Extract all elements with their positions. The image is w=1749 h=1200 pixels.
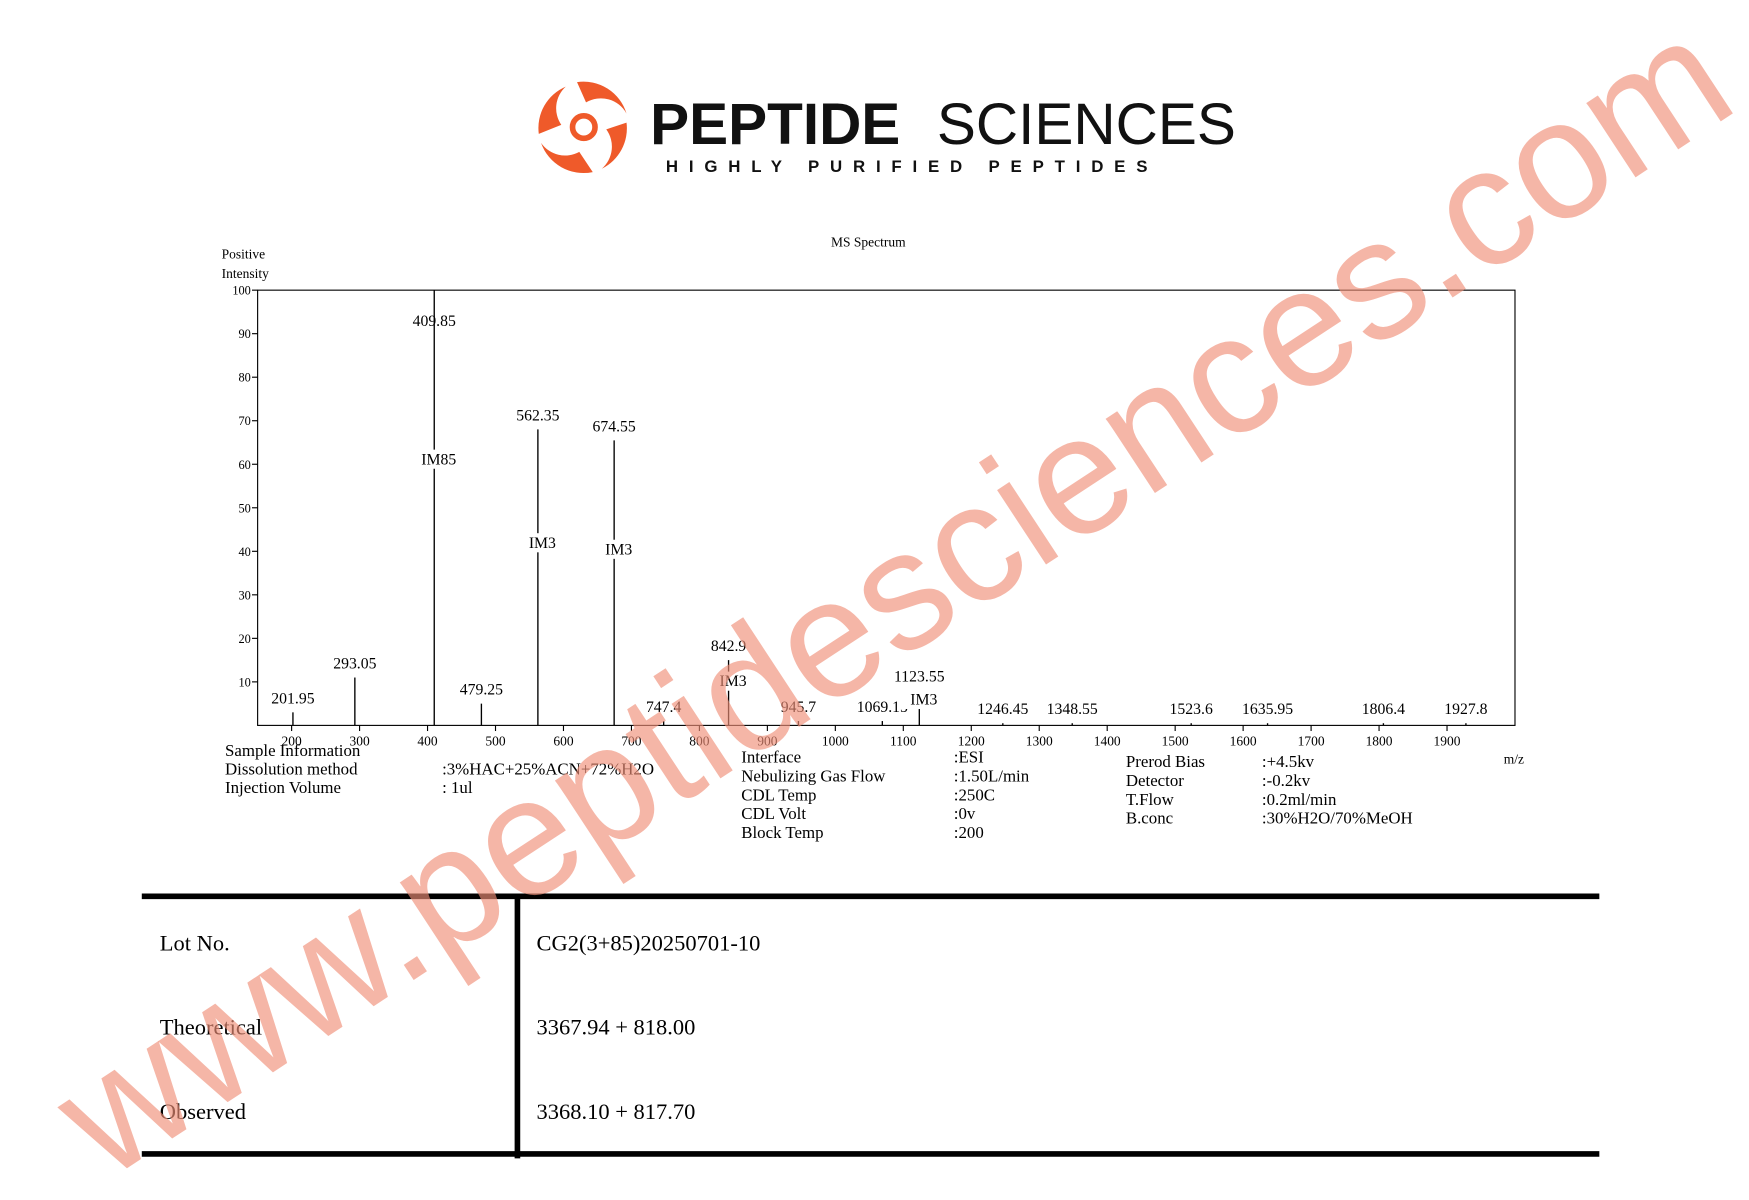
x-tick-label: 1000 xyxy=(822,734,849,749)
chart: MS Spectrum Positive Intensity m/z 10 20 30 40 5… xyxy=(222,234,1524,766)
table-value: 3367.94 + 818.00 xyxy=(537,1015,696,1040)
y-axis-label: Positive xyxy=(222,247,265,262)
info-key: Detector xyxy=(1126,771,1184,790)
peak-label: 842.9 xyxy=(711,638,747,655)
peak-label: 293.05 xyxy=(333,656,376,673)
ion-label: IM3 xyxy=(529,535,556,552)
info-value: :ESI xyxy=(954,748,984,767)
ion-label: IM3 xyxy=(720,673,747,690)
chart-title: MS Spectrum xyxy=(831,234,906,249)
x-tick-label: 600 xyxy=(553,734,573,749)
y-tick-label: 90 xyxy=(239,327,251,341)
info-value: :1.50L/min xyxy=(954,766,1030,785)
x-tick-label: 1800 xyxy=(1366,734,1393,749)
tagline: HIGHLY PURIFIED PEPTIDES xyxy=(666,157,1158,176)
table-value: 3368.10 + 817.70 xyxy=(537,1099,696,1124)
info-key: Interface xyxy=(741,748,801,767)
info-key: CDL Volt xyxy=(741,804,806,823)
x-tick-label: 1500 xyxy=(1162,734,1189,749)
info-value: : 1ul xyxy=(442,778,473,797)
peak-label: 1523.6 xyxy=(1170,701,1213,718)
x-tick-label: 1200 xyxy=(958,734,985,749)
peak-label: 479.25 xyxy=(460,682,503,699)
table-label: Observed xyxy=(160,1099,246,1124)
table-label: Theoretical xyxy=(160,1015,262,1040)
x-tick-label: 200 xyxy=(281,734,301,749)
results-table: Lot No. CG2(3+85)20250701-10 Theoretical 33… xyxy=(141,893,1600,1159)
peak-label: 1246.45 xyxy=(977,701,1028,718)
table-value: CG2(3+85)20250701-10 xyxy=(537,930,761,955)
watermark: www.peptidesciences.com xyxy=(22,0,1749,1200)
logo-swirl xyxy=(538,81,627,174)
info-key: CDL Temp xyxy=(741,785,816,804)
y-tick-label: 100 xyxy=(232,284,251,298)
y-tick-label: 50 xyxy=(239,501,251,515)
x-tick-label: 1100 xyxy=(890,734,917,749)
x-tick-label: 1300 xyxy=(1026,734,1053,749)
info-key: Nebulizing Gas Flow xyxy=(741,766,886,785)
ion-label: IM3 xyxy=(605,541,632,558)
peak-label: 562.35 xyxy=(516,407,559,424)
peak-label: 945.7 xyxy=(781,699,817,716)
peak-label: 1069.15 xyxy=(857,699,908,716)
ion-label: IM3 xyxy=(910,692,937,709)
brand-bold: PEPTIDE xyxy=(650,92,900,157)
info-value: :30%H2O/70%MeOH xyxy=(1262,809,1413,828)
x-tick-label: 1600 xyxy=(1230,734,1257,749)
y-axis-label: Intensity xyxy=(222,266,269,281)
info-key: Sample Information xyxy=(225,741,361,760)
x-axis-label: m/z xyxy=(1504,752,1524,767)
ion-label: IM85 xyxy=(421,451,456,468)
ion-label-bg xyxy=(709,671,748,691)
peak-label: 674.55 xyxy=(593,418,636,435)
table-label: Lot No. xyxy=(160,930,230,955)
y-tick-label: 10 xyxy=(239,675,251,689)
info-key: Injection Volume xyxy=(225,778,341,797)
info-value: :250C xyxy=(954,785,995,804)
ion-label-bg xyxy=(518,533,558,553)
x-tick-label: 500 xyxy=(485,734,505,749)
peak-label: 1927.8 xyxy=(1444,701,1487,718)
info-value: :-0.2kv xyxy=(1262,771,1311,790)
info-value: :3%HAC+25%ACN+72%H2O xyxy=(442,759,654,778)
logo: PEPTIDE SCIENCES HIGHLY PURIFIED PEPTIDE… xyxy=(538,81,1236,176)
x-tick-label: 900 xyxy=(757,734,777,749)
ion-label-bg xyxy=(595,539,634,559)
x-tick-label: 800 xyxy=(689,734,709,749)
peak-label: 1348.55 xyxy=(1047,701,1098,718)
info-value: :0v xyxy=(954,804,976,823)
x-tick-label: 700 xyxy=(621,734,641,749)
y-tick-label: 20 xyxy=(239,632,251,646)
info-value: :0.2ml/min xyxy=(1262,790,1337,809)
x-tick-label: 1700 xyxy=(1298,734,1325,749)
y-tick-label: 40 xyxy=(239,545,251,559)
y-tick-label: 70 xyxy=(239,414,251,428)
info-key: Prerod Bias xyxy=(1126,752,1205,771)
x-tick-label: 400 xyxy=(417,734,437,749)
y-tick-label: 60 xyxy=(239,458,251,472)
x-tick-label: 1400 xyxy=(1094,734,1121,749)
info-key: T.Flow xyxy=(1126,790,1175,809)
y-tick-label: 80 xyxy=(239,371,251,385)
peak-label: 201.95 xyxy=(271,690,314,707)
peak-label: 1635.95 xyxy=(1242,701,1293,718)
brand-light: SCIENCES xyxy=(937,92,1236,157)
x-tick-label: 1900 xyxy=(1434,734,1461,749)
peak-label: 1123.55 xyxy=(894,669,945,686)
info-key: Block Temp xyxy=(741,823,823,842)
info-value: :+4.5kv xyxy=(1262,752,1315,771)
ion-label-bg xyxy=(900,689,939,710)
x-tick-label: 300 xyxy=(349,734,369,749)
peak-label: 409.85 xyxy=(413,313,456,330)
info-key: Dissolution method xyxy=(225,759,358,778)
y-tick-label: 30 xyxy=(239,588,251,602)
info-value: :200 xyxy=(954,823,984,842)
ion-label-bg xyxy=(415,449,454,469)
info-key: B.conc xyxy=(1126,809,1173,828)
peak-label: 1806.4 xyxy=(1362,701,1405,718)
peak-label: 747.4 xyxy=(646,699,682,716)
